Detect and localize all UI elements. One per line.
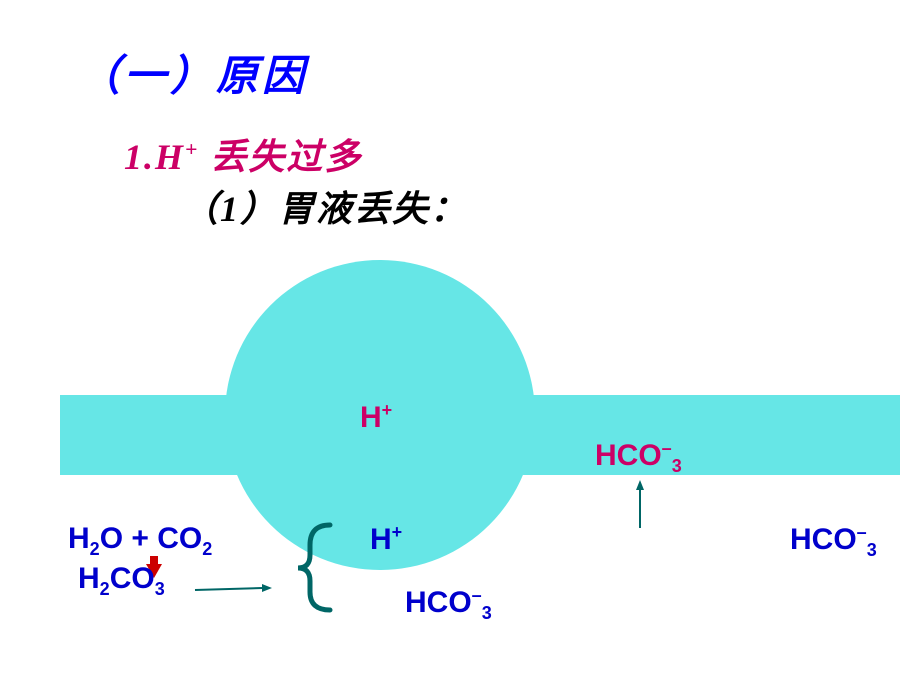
label-h2o-co2-p0: H [68,522,90,555]
label-hco3-right-sup: – [662,438,672,458]
label-hco3-far-sup: – [857,522,867,542]
label-h2co3-p1: 2 [100,579,110,599]
label-hco3-far-sub: 3 [867,540,877,560]
label-h-lower: H+ [370,522,402,557]
label-h-center: H+ [360,400,392,435]
label-hco3-right-sub: 3 [672,456,682,476]
label-hco3-lower-sub: 3 [482,603,492,623]
label-h2co3-p2: CO [110,562,155,595]
label-hco3-far-text: HCO [790,523,857,556]
arrow-up-head-icon [636,480,644,490]
label-hco3-right-text: HCO [595,439,662,472]
label-hco3-lower: HCO–3 [405,585,492,624]
label-hco3-lower-sup: – [472,585,482,605]
label-h2co3-p0: H [78,562,100,595]
label-h2o-co2: H2O + CO2 [68,522,212,560]
label-hco3-lower-text: HCO [405,586,472,619]
label-h2o-co2-p1: 2 [90,539,100,559]
label-h2o-co2-p3: 2 [202,539,212,559]
label-h-center-text: H [360,401,382,434]
arrow-right-head-icon [262,584,272,592]
label-h2o-co2-p2: O + CO [100,522,203,555]
label-hco3-right: HCO–3 [595,438,682,477]
label-h-lower-sup: + [392,522,403,542]
label-h2co3-p3: 3 [155,579,165,599]
arrow-right-icon [195,588,262,590]
label-hco3-far: HCO–3 [790,522,877,561]
label-h-lower-text: H [370,523,392,556]
label-h2co3: H2CO3 [78,562,165,600]
label-h-center-sup: + [382,400,393,420]
